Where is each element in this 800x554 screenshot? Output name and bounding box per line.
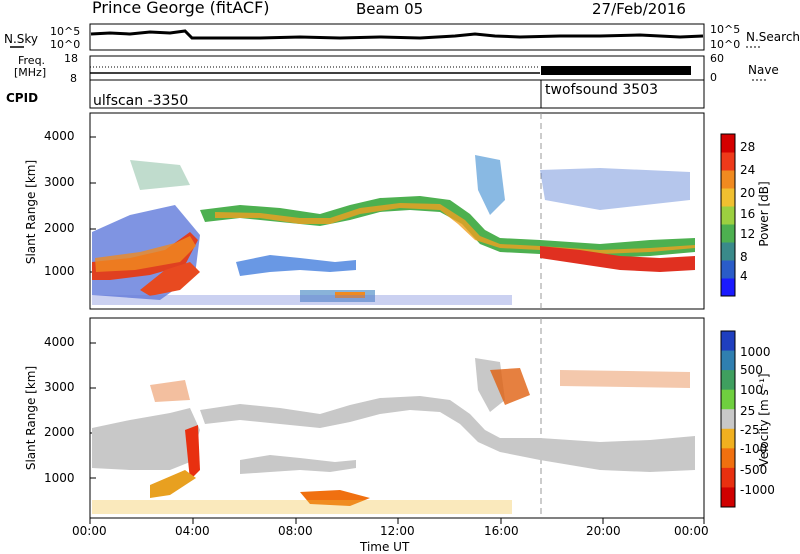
colorbar-segment — [721, 448, 735, 469]
colorbar-segment — [721, 409, 735, 430]
xtick-1200: 12:00 — [380, 524, 415, 538]
velocity-cbar-tick-neg100: -100 — [740, 442, 768, 456]
velocity-ytick-3000: 3000 — [44, 380, 75, 394]
nave-label: Nave — [748, 63, 779, 77]
power-ytick-4000: 4000 — [44, 129, 75, 143]
noise-sky-label: N.Sky — [4, 32, 39, 46]
colorbar-segment — [721, 206, 735, 225]
xtick-0400: 04:00 — [175, 524, 210, 538]
power-panel-frame — [89, 112, 705, 310]
cpid-program-2: twofsound 3503 — [545, 82, 659, 98]
xtick-0800: 08:00 — [278, 524, 313, 538]
date-title: 27/Feb/2016 — [592, 0, 686, 18]
colorbar-segment — [721, 278, 735, 297]
power-cbar-tick-16: 16 — [740, 207, 756, 221]
velocity-cbar-tick-1000: 1000 — [740, 345, 771, 359]
power-cbar-tick-12: 12 — [740, 227, 756, 241]
freq-tick-bottom: 8 — [70, 72, 77, 85]
colorbar-segment — [721, 331, 735, 352]
freq-label-line2: [MHz] — [14, 66, 47, 79]
noise-right-tick-top: 10^5 — [710, 23, 741, 36]
freq-tick-top: 18 — [64, 52, 78, 65]
colorbar-segment — [721, 134, 735, 153]
velocity-cbar-tick-neg25: -25 — [740, 423, 760, 437]
colorbar-segment — [721, 487, 735, 508]
xtick-2000: 20:00 — [586, 524, 621, 538]
noise-right-tick-bottom: 10^0 — [710, 38, 741, 51]
freq-label-line1: Freq. — [18, 54, 46, 67]
cpid-program-1: ulfscan -3350 — [93, 93, 189, 109]
power-cbar-tick-8: 8 — [740, 250, 748, 264]
cpid-label: CPID — [6, 91, 39, 105]
noise-sky-trace — [90, 29, 704, 40]
velocity-heatmap — [92, 358, 695, 514]
xtick-0000: 00:00 — [72, 524, 107, 538]
velocity-cbar-tick-25: 25 — [740, 404, 756, 418]
nave-tick-bottom: 0 — [710, 71, 717, 84]
nave-block — [541, 66, 691, 75]
velocity-ytick-2000: 2000 — [44, 425, 75, 439]
colorbar-segment — [721, 224, 735, 243]
power-ytick-1000: 1000 — [44, 264, 75, 278]
velocity-cbar-tick-neg1000: -1000 — [740, 483, 775, 497]
colorbar-segment — [721, 188, 735, 207]
velocity-colorbar — [721, 331, 735, 508]
velocity-ytick-1000: 1000 — [44, 471, 75, 485]
noise-left-tick-top: 10^5 — [50, 25, 81, 38]
noise-search-label: N.Search — [746, 30, 800, 44]
power-ytick-2000: 2000 — [44, 221, 75, 235]
velocity-ytick-4000: 4000 — [44, 335, 75, 349]
xtick-1600: 16:00 — [484, 524, 519, 538]
power-ytick-3000: 3000 — [44, 175, 75, 189]
velocity-cbar-tick-100: 100 — [740, 383, 763, 397]
velocity-cbar-tick-500: 500 — [740, 363, 763, 377]
power-cbar-tick-24: 24 — [740, 163, 756, 177]
colorbar-segment — [721, 389, 735, 410]
colorbar-segment — [721, 152, 735, 171]
velocity-cbar-tick-neg500: -500 — [740, 463, 768, 477]
power-cbar-tick-4: 4 — [740, 269, 748, 283]
cpid-panel-frame — [89, 79, 705, 109]
colorbar-segment — [721, 370, 735, 391]
nave-tick-top: 60 — [710, 52, 724, 65]
xtick-2400: 00:00 — [674, 524, 709, 538]
colorbar-segment — [721, 170, 735, 189]
power-heatmap — [92, 155, 695, 305]
colorbar-segment — [721, 350, 735, 371]
colorbar-segment — [721, 242, 735, 261]
power-colorbar — [721, 134, 735, 297]
power-cbar-tick-20: 20 — [740, 186, 756, 200]
colorbar-segment — [721, 467, 735, 488]
noise-panel-frame — [89, 23, 705, 51]
power-cbar-tick-28: 28 — [740, 140, 756, 154]
beam-title: Beam 05 — [356, 0, 424, 18]
station-title: Prince George (fitACF) — [92, 0, 270, 17]
colorbar-segment — [721, 428, 735, 449]
xaxis-label: Time UT — [360, 540, 410, 554]
colorbar-segment — [721, 260, 735, 279]
velocity-panel-frame — [89, 317, 705, 519]
noise-left-tick-bottom: 10^0 — [50, 38, 81, 51]
